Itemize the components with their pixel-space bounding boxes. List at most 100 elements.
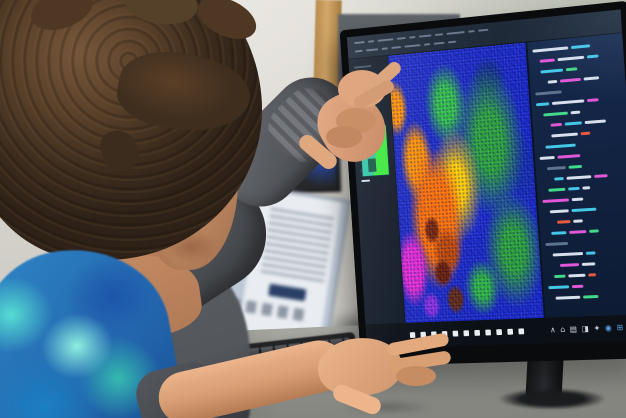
code-token [565,67,578,72]
toolbar-text-mark [377,38,394,42]
toolbar-text-mark [354,41,365,45]
code-token [583,76,600,81]
code-line [545,228,626,236]
code-token [550,122,563,127]
code-token [551,132,578,138]
code-token [568,273,586,278]
tray-icon: ∧ [549,325,556,335]
code-line [537,107,623,117]
webpage-text-lines [260,208,334,284]
toolbar-text-mark [448,40,457,44]
code-line [543,206,626,214]
taskbar-window-button [485,329,492,336]
code-token [557,154,581,159]
code-token [594,174,608,178]
code-token [589,229,599,233]
monitor-screen: ∧⌂▤◨✦◉⊞≡ [346,9,626,349]
toolbar-text-mark [434,33,444,36]
toolbar-text-mark [354,49,363,53]
code-line [538,129,624,138]
code-token [564,121,582,126]
code-line [535,85,621,96]
sidebar-row [354,65,372,69]
code-token [584,119,606,125]
code-line [547,261,626,268]
taskbar-window-button [474,329,481,336]
toolbar-text-mark [404,44,421,48]
monitor-stand-base [498,388,606,410]
toolbar-text-mark [468,30,475,33]
toolbar-text-mark [368,40,375,43]
tray-icon: ⌂ [559,324,566,334]
code-token [580,131,591,136]
tray-icon: ✦ [593,323,601,333]
code-token [532,46,569,53]
pointing-hand-pinky-finger [326,126,362,148]
code-line [542,184,626,192]
toolbar-text-mark [409,36,416,39]
toolbar-text-mark [418,34,432,38]
code-token [546,166,566,171]
main-monitor: ∧⌂▤◨✦◉⊞≡ [339,0,626,367]
toolbar-text-mark [423,43,431,46]
code-token [554,177,564,181]
lower-hand-ring-finger [396,366,436,386]
code-token [555,295,581,300]
code-token [566,175,592,180]
code-token [585,251,596,255]
code-token [559,77,581,83]
toolbar-text-mark [478,28,489,32]
taskbar-window-button [496,329,503,336]
code-line [549,293,626,300]
toolbar-text-mark [446,31,465,35]
code-token [586,54,599,59]
code-token [540,68,564,74]
tray-icon: ◨ [581,324,590,334]
code-token [573,219,583,223]
code-token [570,44,591,50]
taskbar-window-button [452,330,459,337]
code-line [542,195,626,203]
code-token [554,274,566,279]
toolbar-text-mark [391,46,402,49]
code-token [571,207,597,213]
code-token [539,58,555,63]
tray-icon: ⊞ [616,322,624,333]
code-token [547,79,558,84]
code-token [557,55,585,62]
code-line [535,96,622,107]
tray-icon: ◉ [604,323,613,333]
code-token [582,186,591,190]
code-token [557,220,571,224]
toolbar-text-mark [433,41,445,45]
code-line [540,162,626,171]
code-token [581,262,596,266]
code-token [568,186,580,191]
code-line [539,151,626,160]
code-token [548,187,566,192]
code-line [534,63,620,74]
taskbar-window-button [507,328,514,335]
code-line [539,140,625,149]
code-token [548,285,570,290]
sidebar-row [361,179,371,183]
taskbar-tray-icons: ∧⌂▤◨✦◉⊞≡ [549,322,626,335]
code-line [545,239,626,247]
taskbar-window-button [463,330,470,337]
code-token [586,98,599,103]
code-token [542,198,570,203]
toolbar-text-mark [396,37,406,40]
code-token [559,263,580,267]
tray-icon: ▤ [569,324,578,334]
code-token [545,143,576,149]
code-token [588,273,597,277]
code-line [541,173,626,182]
code-token [569,230,587,234]
code-token [551,99,585,105]
code-token [545,241,569,247]
code-token [539,155,555,160]
code-token [552,252,584,257]
code-token [551,231,567,235]
code-token [570,110,581,115]
